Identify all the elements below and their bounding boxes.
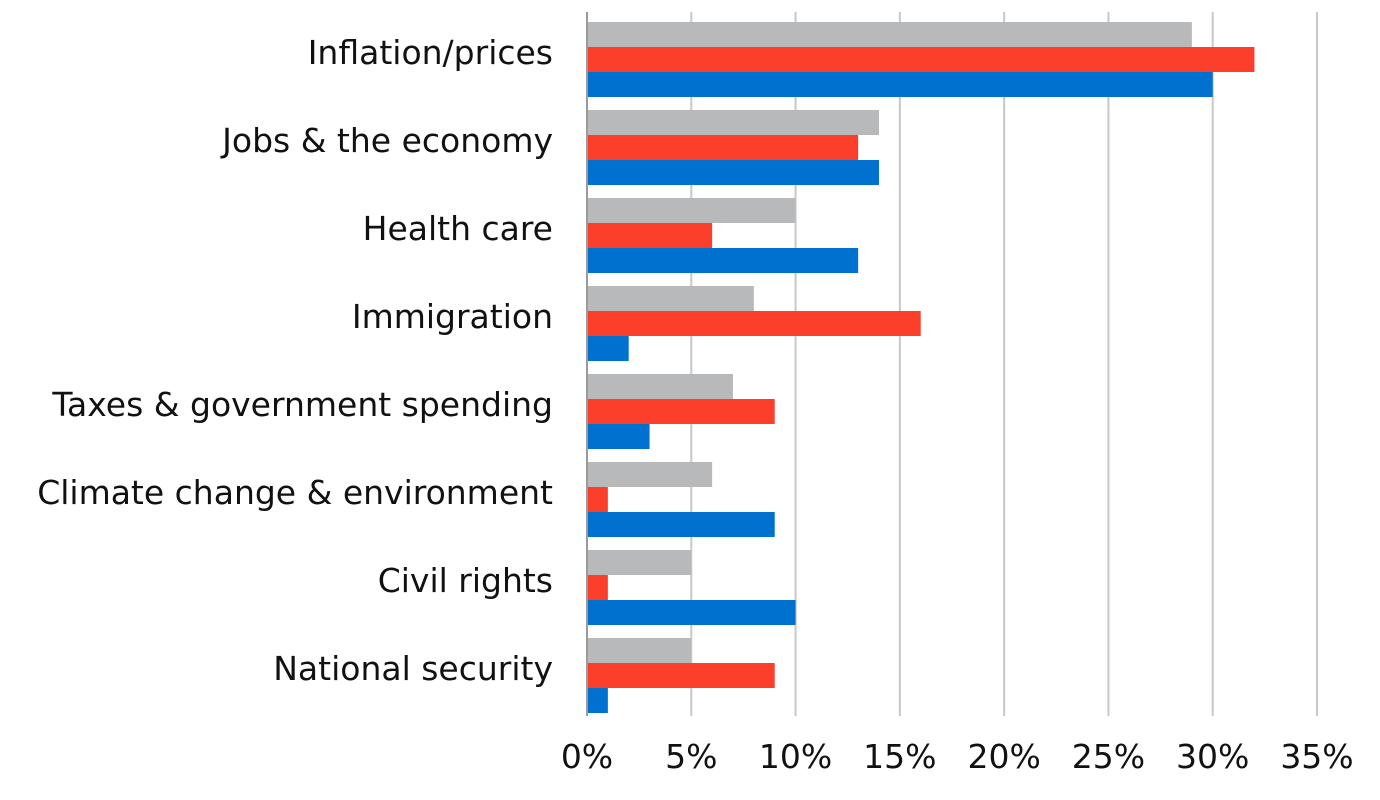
x-tick-label: 35% <box>1280 737 1353 776</box>
bar-series-1 <box>587 638 692 663</box>
label-layer: 0% 5% 10% 15% 20% 25% 30% 35% Inflation/prices Jo… <box>37 33 1353 776</box>
category-label: Health care <box>363 209 553 248</box>
bar-series-2 <box>587 135 859 160</box>
bar-series-3 <box>587 600 796 625</box>
category-label: National security <box>273 649 553 688</box>
category-label: Civil rights <box>378 561 553 600</box>
bar-series-3 <box>587 688 608 713</box>
bar-series-1 <box>587 462 713 487</box>
category-label: Inflation/prices <box>308 33 553 72</box>
bar-series-1 <box>587 110 879 135</box>
category-label: Taxes & government spending <box>51 385 553 424</box>
bar-series-3 <box>587 424 650 449</box>
x-tick-label: 25% <box>1072 737 1145 776</box>
category-label: Jobs & the economy <box>220 121 553 160</box>
bar-series-1 <box>587 286 754 311</box>
bar-series-2 <box>587 223 713 248</box>
category-label: Climate change & environment <box>37 473 553 512</box>
bar-series-1 <box>587 22 1192 47</box>
bar-series-3 <box>587 512 775 537</box>
x-tick-label: 30% <box>1176 737 1249 776</box>
bar-series-2 <box>587 487 608 512</box>
bar-series-3 <box>587 336 629 361</box>
bar-series-2 <box>587 399 775 424</box>
x-tick-label: 10% <box>759 737 832 776</box>
bar-series-3 <box>587 160 879 185</box>
bar-series-3 <box>587 248 859 273</box>
bar-layer <box>587 22 1255 713</box>
x-tick-label: 15% <box>863 737 936 776</box>
x-tick-label: 5% <box>665 737 717 776</box>
bar-series-2 <box>587 575 608 600</box>
bar-series-2 <box>587 311 921 336</box>
bar-series-3 <box>587 72 1213 97</box>
bar-series-2 <box>587 663 775 688</box>
bar-series-2 <box>587 47 1255 72</box>
bar-series-1 <box>587 550 692 575</box>
category-label: Immigration <box>352 297 553 336</box>
bar-series-1 <box>587 198 796 223</box>
x-tick-label: 20% <box>967 737 1040 776</box>
bar-series-1 <box>587 374 733 399</box>
x-tick-label: 0% <box>561 737 613 776</box>
